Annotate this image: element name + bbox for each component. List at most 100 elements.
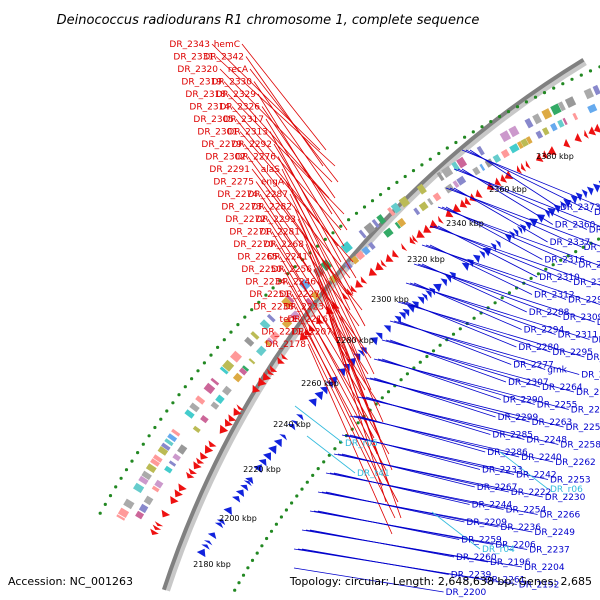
forward-gene-label-leader xyxy=(301,231,372,391)
forward-gene-arrow xyxy=(304,328,312,336)
forward-gene-arrow xyxy=(525,160,531,169)
tick-dot xyxy=(403,174,407,179)
reverse-gene-arrow xyxy=(207,532,217,540)
tick-dot xyxy=(551,263,555,267)
reverse-gene-arrow xyxy=(581,189,588,199)
forward-gene-label-leader xyxy=(299,318,399,503)
forward-gene-label: DR_2343 xyxy=(169,40,210,50)
forward-gene-arrow xyxy=(594,123,600,133)
reverse-gene-arrow xyxy=(575,192,583,202)
forward-gene-arrow xyxy=(494,177,502,186)
feature-box xyxy=(222,385,232,396)
reverse-gene-arrow xyxy=(253,464,262,473)
reverse-gene-label-leader xyxy=(397,301,585,358)
tick-dot xyxy=(347,218,351,222)
forward-gene-arrow xyxy=(204,444,214,454)
tick-dot xyxy=(354,211,359,215)
tick-dot xyxy=(431,349,436,353)
reverse-gene-label: DR_2290 xyxy=(503,396,544,406)
reverse-gene-label: DR_2288 xyxy=(529,308,570,318)
tick-dot xyxy=(588,69,593,73)
forward-gene-label-leader xyxy=(303,331,396,519)
forward-gene-arrow xyxy=(375,262,384,271)
tick-dot xyxy=(284,508,288,512)
feature-box xyxy=(305,297,313,306)
forward-gene-label-leader xyxy=(267,218,369,375)
feature-box xyxy=(397,217,407,228)
forward-gene-label-leader xyxy=(295,306,384,487)
forward-gene-arrow xyxy=(409,236,416,245)
reverse-gene-label: DR_2237 xyxy=(529,546,570,556)
tick-dot xyxy=(305,480,309,484)
feature-box xyxy=(583,88,594,100)
feature-box xyxy=(219,366,229,375)
forward-gene-label: recA xyxy=(228,65,249,75)
rna-label-leader xyxy=(431,511,481,550)
feature-box xyxy=(476,145,485,156)
tick-dot xyxy=(445,146,449,150)
tick-dot xyxy=(165,409,169,413)
reverse-gene-label: DR_2230 xyxy=(545,493,586,503)
feature-box xyxy=(171,428,181,437)
position-tick-labels: 2380 kbp 2360 kbp 2340 kbp 2320 kbp 2300 kbp… xyxy=(193,152,574,569)
forward-gene-arrow xyxy=(536,153,544,162)
feature-box xyxy=(550,103,562,116)
tick-dot xyxy=(370,199,375,203)
reverse-gene-label: DR_2322 xyxy=(573,278,600,288)
reverse-gene-label: DR_2206 xyxy=(495,541,536,551)
reverse-gene-arrow xyxy=(375,332,383,340)
reverse-gene-label: DR_2286 xyxy=(487,448,528,458)
reverse-gene-label: DR_2311 xyxy=(558,331,599,341)
rna-gene-label: DR_r06 xyxy=(550,485,583,495)
reverse-gene-label: DR_2262 xyxy=(555,458,596,468)
feature-box xyxy=(189,402,200,413)
tick-dot xyxy=(293,265,297,269)
reverse-gene-arrow xyxy=(417,296,425,305)
feature-box xyxy=(210,377,220,386)
reverse-gene-label: DR_2253 xyxy=(550,476,591,486)
rna-gene-label: DR_r05 xyxy=(345,439,378,449)
feature-box xyxy=(195,395,206,405)
tick-dot xyxy=(362,205,367,209)
forward-gene-arrow xyxy=(380,259,387,268)
feature-box xyxy=(376,214,387,225)
feature-box xyxy=(177,444,188,455)
tick-dot xyxy=(323,237,327,241)
accession-text: Accession: NC_001263 xyxy=(8,575,133,588)
forward-gene-label: DR_2250 xyxy=(241,265,282,275)
reverse-gene-arrow xyxy=(547,207,556,217)
tick-dot xyxy=(379,193,383,197)
reverse-gene-arrow xyxy=(196,548,206,558)
reverse-gene-label: DR_2309 xyxy=(563,313,600,323)
feature-box xyxy=(244,336,255,347)
forward-gene-label: DR_2234 xyxy=(245,278,286,288)
forward-gene-arrow xyxy=(269,365,278,372)
feature-box xyxy=(215,394,225,404)
forward-gene-label-leader xyxy=(253,81,336,199)
forward-gene-label: DR_2265 xyxy=(237,253,278,263)
reverse-gene-label-leader xyxy=(325,472,538,515)
tick-dot xyxy=(529,276,533,280)
reverse-gene-arrow xyxy=(398,312,406,320)
feature-box xyxy=(152,454,163,463)
forward-gene-label: DR_2211 xyxy=(261,328,302,338)
tick-dot xyxy=(316,467,320,471)
feature-box xyxy=(172,453,181,462)
rna-label-leader xyxy=(499,451,549,490)
reverse-gene-arrow xyxy=(240,484,249,492)
reverse-gene-arrow xyxy=(440,278,448,287)
feature-box xyxy=(500,149,510,159)
forward-gene-arrow xyxy=(459,199,468,208)
tick-dot xyxy=(333,447,337,451)
forward-gene-arrow xyxy=(280,353,289,360)
tick-dot xyxy=(124,468,129,472)
reverse-gene-arrow xyxy=(287,424,296,431)
reverse-gene-label: DR_2209 xyxy=(466,518,507,528)
forward-gene-arrow xyxy=(574,133,582,143)
feature-box xyxy=(517,141,524,149)
reverse-gene-label-leader xyxy=(373,358,569,410)
tick-dot xyxy=(579,73,583,77)
forward-gene-arrow xyxy=(475,189,483,198)
feature-box xyxy=(232,372,243,383)
